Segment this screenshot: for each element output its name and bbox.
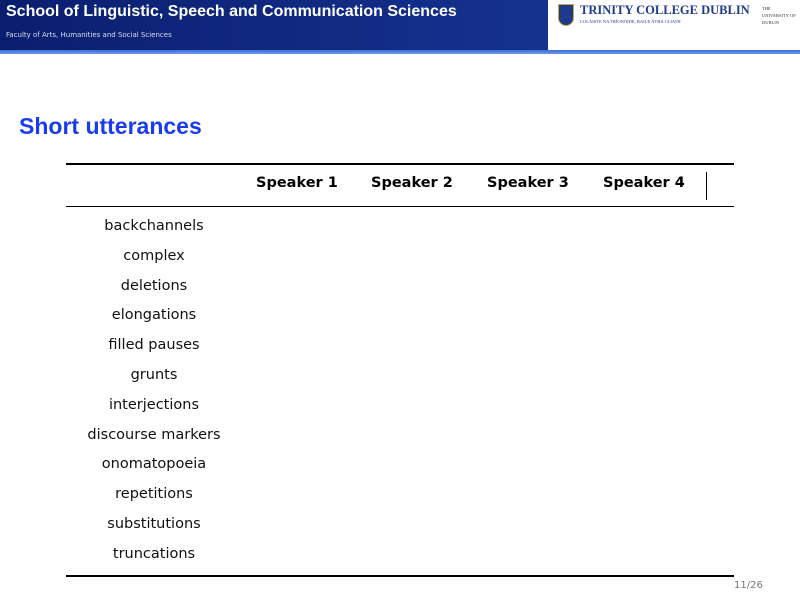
top-rule (66, 163, 734, 165)
table-row-label: interjections (108, 396, 200, 413)
frame-title: Short utterances (19, 113, 202, 139)
table-row-label: filled pauses (108, 337, 200, 354)
table-row-label: backchannels (104, 218, 204, 234)
tcd-logo: TRINITY COLLEGE DUBLIN COLÁISTE NA TRÍON… (548, 0, 800, 50)
school-title: School of Linguistic, Speech and Communi… (6, 3, 457, 20)
table-row-label: deletions (120, 277, 188, 294)
column-header: Speaker 1 (256, 175, 338, 191)
table-row-label: onomatopoeia (101, 456, 207, 473)
bottom-rule (66, 575, 734, 577)
page-number: 11/26 (734, 580, 763, 591)
logo-name: TRINITY COLLEGE DUBLIN (580, 3, 750, 17)
table-row-label: discourse markers (87, 426, 221, 443)
column-header: Speaker 3 (487, 175, 569, 191)
crest-icon (558, 4, 574, 26)
mid-rule (66, 206, 734, 207)
header-bar (0, 50, 800, 54)
column-header: Speaker 2 (371, 175, 453, 191)
table-row-label: substitutions (107, 516, 201, 532)
table-row-label: grunts (130, 367, 178, 383)
table-row-label: truncations (112, 545, 196, 562)
table-row-label: repetitions (115, 486, 193, 503)
logo-irish: COLÁISTE NA TRÍONÓIDE, BAILE ÁTHA CLIATH (580, 19, 681, 24)
faculty-subtitle: Faculty of Arts, Humanities and Social S… (6, 31, 172, 39)
table-row-label: complex (123, 247, 185, 264)
slide-header: School of Linguistic, Speech and Communi… (0, 0, 800, 50)
table-row-label: elongations (111, 307, 197, 324)
column-separator (706, 172, 707, 200)
logo-university: THE UNIVERSITY OF DUBLIN (762, 6, 796, 25)
column-header: Speaker 4 (603, 175, 685, 191)
